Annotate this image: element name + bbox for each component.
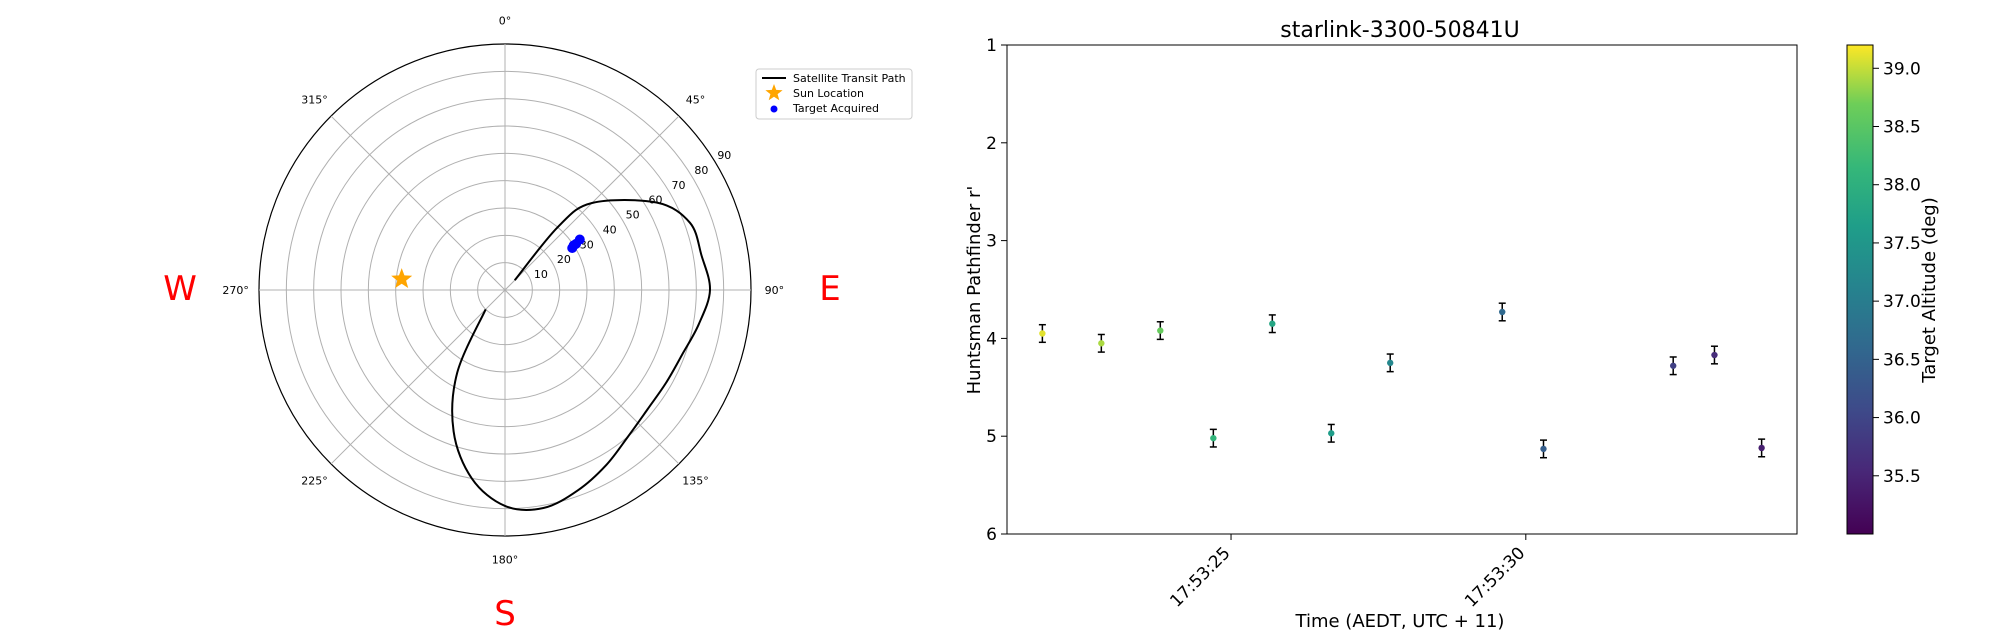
azimuth-tick-label: 45°	[686, 94, 706, 107]
x-tick-label: 17:53:25	[1166, 543, 1234, 611]
measurement-marker	[1269, 320, 1276, 327]
radial-tick-label: 60	[649, 194, 663, 207]
measurement-marker	[1387, 359, 1394, 367]
colorbar-ticks: 35.5 36.0 36.5 37.0 37.5 38.0 38.5 39.0	[1873, 59, 1921, 487]
colorbar-tick-label: 36.5	[1883, 350, 1921, 370]
colorbar-tick-label: 38.0	[1883, 176, 1921, 196]
radial-tick-label: 70	[671, 179, 685, 192]
measurement-marker	[1758, 444, 1765, 452]
y-tick-label: 6	[986, 525, 997, 545]
y-axis-label: Huntsman Pathfinder r'	[964, 186, 985, 395]
measurement-marker	[1210, 434, 1217, 442]
measurement-marker	[1711, 351, 1718, 359]
measurement-marker	[1499, 308, 1506, 316]
target-acquired-points	[567, 234, 585, 253]
azimuth-grid-line	[330, 289, 506, 465]
colorbar	[1846, 44, 1874, 535]
y-tick-label: 4	[986, 329, 997, 349]
radial-tick-label: 80	[694, 164, 708, 177]
colorbar-tick-label: 38.5	[1883, 118, 1921, 138]
data-point	[1498, 302, 1506, 322]
cardinal-west: W	[163, 269, 197, 309]
data-point	[1038, 323, 1046, 344]
measurement-marker	[1540, 445, 1547, 453]
legend-target-label: Target Acquired	[792, 102, 879, 115]
data-point	[1156, 321, 1164, 341]
data-point	[1386, 353, 1394, 373]
colorbar-tick-label: 35.5	[1883, 467, 1921, 487]
sun-star	[391, 268, 413, 288]
measurement-marker	[1039, 330, 1046, 337]
measurement-marker	[1669, 362, 1677, 369]
x-tick-label: 17:53:30	[1461, 543, 1529, 611]
y-tick-label: 3	[986, 232, 997, 252]
azimuth-tick-label: 0°	[499, 15, 512, 28]
satellite-transit-path	[451, 199, 712, 511]
data-point	[1209, 428, 1217, 448]
colorbar-tick-label: 39.0	[1883, 59, 1921, 79]
target-acquired-point	[567, 242, 578, 253]
legend-sun-swatch	[765, 84, 783, 101]
data-point	[1327, 423, 1335, 443]
colorbar-tick-label: 37.0	[1883, 292, 1921, 312]
y-tick-label: 2	[986, 134, 997, 154]
azimuth-tick-label: 225°	[301, 474, 328, 487]
azimuth-tick-label: 270°	[222, 284, 249, 297]
polar-tick-labels: 0°45°90°135°180°225°270°315°102030405060…	[222, 15, 784, 567]
y-tick-label: 1	[986, 36, 997, 56]
legend-target-swatch	[770, 105, 778, 113]
polar-legend: Satellite Transit Path Sun Location Targ…	[755, 68, 913, 120]
measurement-marker	[1157, 327, 1164, 334]
data-point	[1268, 314, 1276, 334]
colorbar-label: Target Altitude (deg)	[1919, 197, 1940, 383]
colorbar-tick-label: 37.5	[1883, 234, 1921, 254]
azimuth-tick-label: 180°	[492, 553, 519, 566]
azimuth-tick-label: 90°	[765, 284, 785, 297]
azimuth-tick-label: 135°	[682, 474, 709, 487]
polar-sky-plot: 0°45°90°135°180°225°270°315°102030405060…	[163, 15, 913, 634]
data-point	[1758, 438, 1766, 458]
y-axis-ticks: 1 2 3 4 5 6	[986, 36, 1007, 545]
sun-location-marker	[391, 268, 413, 288]
legend-sun-label: Sun Location	[793, 87, 864, 100]
legend-transit-label: Satellite Transit Path	[793, 72, 906, 85]
radial-tick-label: 90	[717, 149, 731, 162]
scatter-points	[1038, 302, 1766, 459]
azimuth-tick-label: 315°	[301, 94, 328, 107]
x-axis-label: Time (AEDT, UTC + 11)	[1295, 611, 1505, 632]
azimuth-grid-line	[504, 289, 680, 465]
x-axis-ticks: 17:53:25 17:53:30	[1166, 534, 1529, 612]
measurement-marker	[1098, 340, 1105, 347]
cardinal-east: E	[819, 269, 840, 309]
measurement-marker	[1328, 430, 1335, 437]
data-point	[1097, 333, 1105, 353]
cardinal-south: S	[494, 594, 516, 634]
radial-tick-label: 50	[626, 209, 640, 222]
radial-tick-label: 10	[534, 268, 548, 281]
data-point	[1539, 439, 1547, 459]
radial-tick-label: 20	[557, 253, 571, 266]
y-tick-label: 5	[986, 427, 997, 447]
radial-tick-label: 40	[603, 223, 617, 236]
data-point	[1669, 356, 1677, 376]
colorbar-tick-label: 36.0	[1883, 409, 1921, 429]
legend-frame	[755, 68, 913, 120]
scatter-axes-frame	[1006, 44, 1798, 535]
scatter-title: starlink-3300-50841U	[1280, 18, 1519, 43]
polar-grid	[258, 43, 752, 537]
data-point	[1710, 345, 1718, 365]
azimuth-grid-line	[330, 115, 506, 291]
